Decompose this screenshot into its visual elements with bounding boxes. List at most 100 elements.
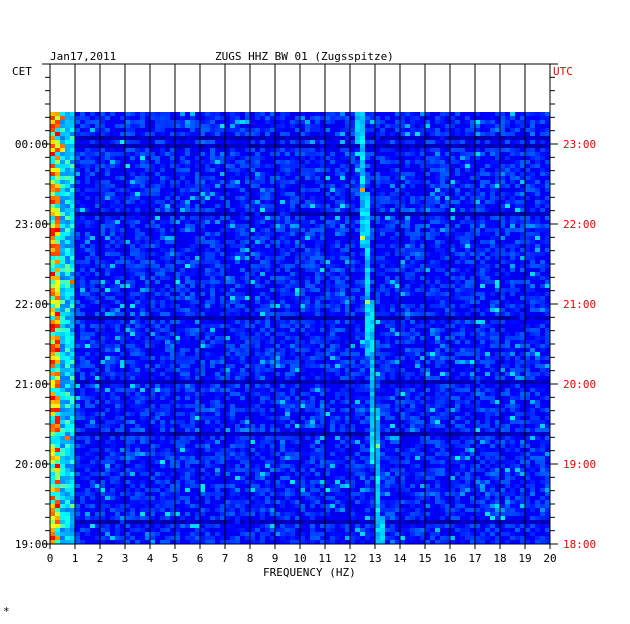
- heatmap-cell: [520, 280, 525, 284]
- heatmap-cell: [260, 244, 265, 248]
- heatmap-cell: [530, 232, 535, 236]
- heatmap-cell: [460, 172, 465, 176]
- heatmap-cell: [55, 212, 60, 216]
- heatmap-cell: [225, 256, 230, 260]
- heatmap-cell: [55, 196, 60, 200]
- heatmap-cell: [235, 212, 240, 216]
- heatmap-cell: [545, 264, 550, 268]
- heatmap-cell: [415, 240, 420, 244]
- heatmap-cell: [540, 224, 545, 228]
- heatmap-cell: [160, 128, 165, 132]
- heatmap-cell: [55, 268, 60, 272]
- heatmap-cell: [95, 224, 100, 228]
- heatmap-cell: [190, 216, 195, 220]
- heatmap-cell: [105, 180, 110, 184]
- heatmap-cell: [285, 248, 290, 252]
- heatmap-cell: [215, 224, 220, 228]
- heatmap-cell: [110, 220, 115, 224]
- heatmap-cell: [90, 268, 95, 272]
- heatmap-cell: [295, 252, 300, 256]
- heatmap-cell: [385, 136, 390, 140]
- heatmap-cell: [350, 308, 355, 312]
- heatmap-cell: [505, 152, 510, 156]
- heatmap-cell: [460, 244, 465, 248]
- heatmap-cell: [345, 132, 350, 136]
- heatmap-cell: [350, 152, 355, 156]
- heatmap-cell: [460, 176, 465, 180]
- heatmap-cell: [170, 300, 175, 304]
- heatmap-cell: [155, 148, 160, 152]
- heatmap-cell: [60, 252, 65, 256]
- heatmap-cell: [435, 172, 440, 176]
- heatmap-cell: [90, 144, 95, 148]
- heatmap-cell: [435, 184, 440, 188]
- heatmap-cell: [345, 200, 350, 204]
- heatmap-cell: [465, 260, 470, 264]
- heatmap-cell: [475, 112, 480, 116]
- heatmap-cell: [160, 164, 165, 168]
- heatmap-cell: [350, 200, 355, 204]
- heatmap-cell: [75, 256, 80, 260]
- heatmap-cell: [450, 288, 455, 292]
- heatmap-cell: [310, 124, 315, 128]
- heatmap-cell: [245, 232, 250, 236]
- heatmap-cell: [145, 176, 150, 180]
- heatmap-cell: [315, 156, 320, 160]
- heatmap-cell: [275, 196, 280, 200]
- heatmap-cell: [170, 208, 175, 212]
- heatmap-cell: [100, 112, 105, 116]
- heatmap-cell: [425, 308, 430, 312]
- heatmap-cell: [80, 188, 85, 192]
- heatmap-cell: [125, 216, 130, 220]
- heatmap-cell: [390, 296, 395, 300]
- heatmap-cell: [230, 156, 235, 160]
- heatmap-cell: [90, 224, 95, 228]
- heatmap-cell: [355, 160, 360, 164]
- heatmap-cell: [465, 148, 470, 152]
- heatmap-cell: [190, 156, 195, 160]
- heatmap-cell: [325, 196, 330, 200]
- heatmap-cell: [480, 168, 485, 172]
- heatmap-cell: [80, 252, 85, 256]
- heatmap-cell: [205, 112, 210, 116]
- heatmap-cell: [135, 128, 140, 132]
- heatmap-cell: [400, 168, 405, 172]
- heatmap-cell: [130, 148, 135, 152]
- heatmap-cell: [380, 208, 385, 212]
- heatmap-cell: [330, 192, 335, 196]
- heatmap-cell: [310, 264, 315, 268]
- heatmap-cell: [465, 244, 470, 248]
- heatmap-cell: [160, 256, 165, 260]
- heatmap-cell: [160, 160, 165, 164]
- heatmap-cell: [355, 128, 360, 132]
- heatmap-cell: [365, 272, 370, 276]
- heatmap-cell: [515, 268, 520, 272]
- heatmap-cell: [325, 252, 330, 256]
- heatmap-cell: [140, 184, 145, 188]
- heatmap-cell: [460, 300, 465, 304]
- heatmap-cell: [90, 196, 95, 200]
- heatmap-cell: [455, 244, 460, 248]
- heatmap-cell: [410, 212, 415, 216]
- heatmap-cell: [515, 120, 520, 124]
- heatmap-cell: [100, 188, 105, 192]
- heatmap-cell: [190, 164, 195, 168]
- heatmap-cell: [175, 112, 180, 116]
- heatmap-cell: [520, 232, 525, 236]
- heatmap-cell: [165, 236, 170, 240]
- heatmap-cell: [155, 268, 160, 272]
- heatmap-cell: [490, 156, 495, 160]
- heatmap-cell: [75, 116, 80, 120]
- heatmap-cell: [420, 148, 425, 152]
- heatmap-cell: [135, 288, 140, 292]
- heatmap-cell: [515, 116, 520, 120]
- heatmap-cell: [460, 124, 465, 128]
- heatmap-cell: [415, 236, 420, 240]
- heatmap-cell: [280, 204, 285, 208]
- heatmap-cell: [90, 220, 95, 224]
- heatmap-cell: [475, 256, 480, 260]
- heatmap-cell: [55, 208, 60, 212]
- heatmap-cell: [220, 284, 225, 288]
- heatmap-cell: [125, 200, 130, 204]
- heatmap-cell: [520, 176, 525, 180]
